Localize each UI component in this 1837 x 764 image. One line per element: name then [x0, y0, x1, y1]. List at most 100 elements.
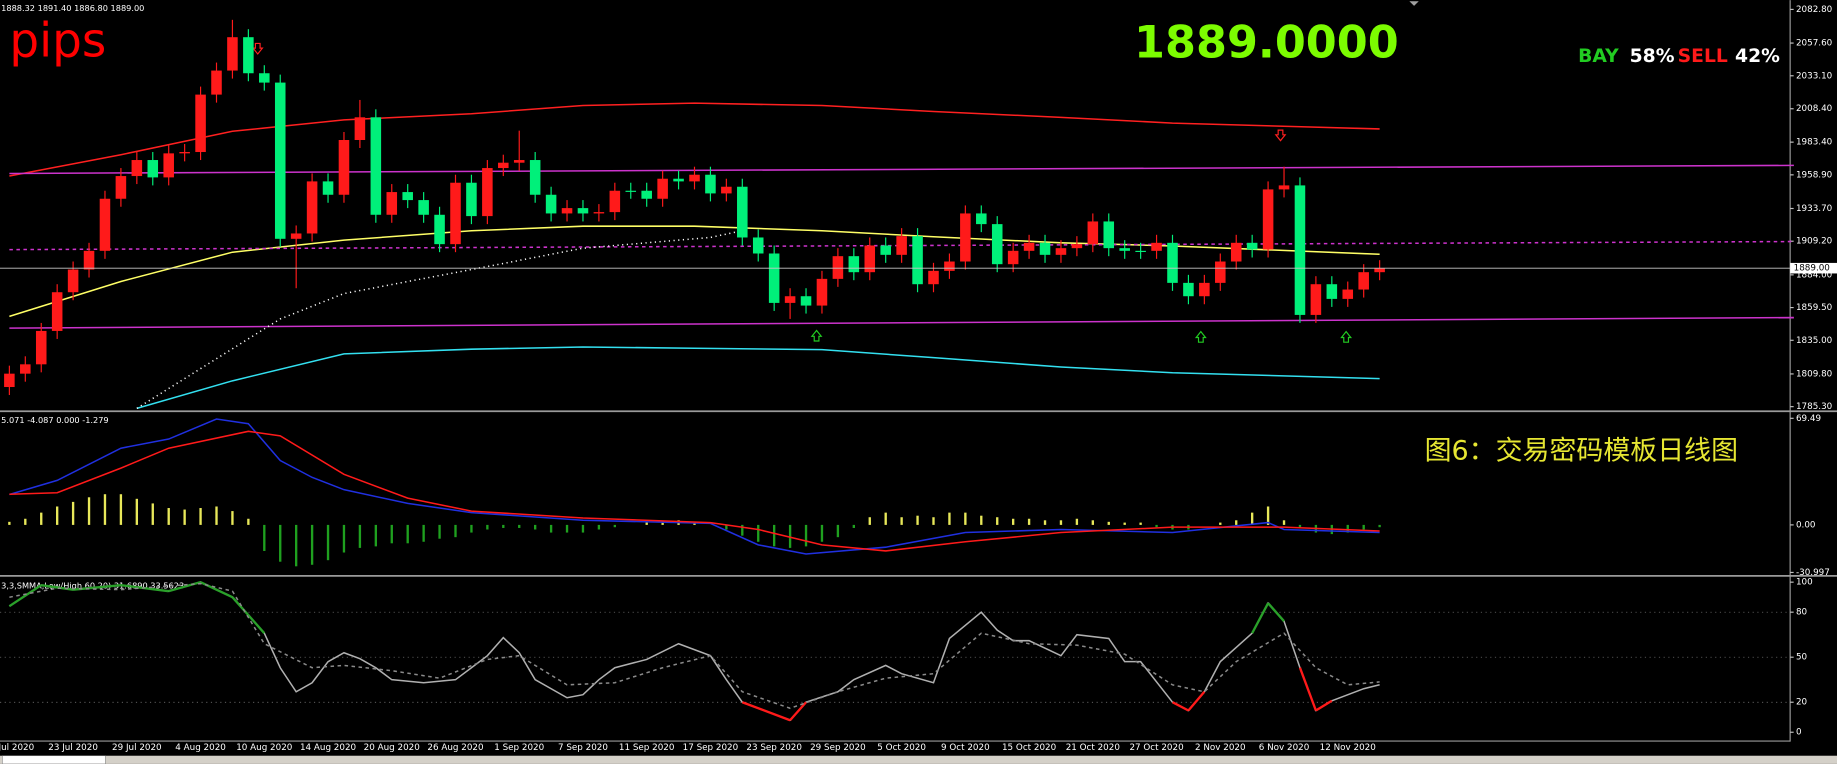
y-tick-label: 1785.30	[1796, 402, 1832, 412]
histogram-bar	[1123, 522, 1126, 525]
x-tick-label: 9 Oct 2020	[941, 743, 990, 753]
x-tick-label: 12 Nov 2020	[1320, 743, 1376, 753]
candle-body	[402, 192, 413, 201]
x-tick-label: 27 Oct 2020	[1129, 743, 1183, 753]
histogram-bar	[502, 524, 505, 528]
candle-body	[131, 160, 143, 177]
candle-body	[1103, 221, 1115, 249]
indicator-line	[9, 225, 1380, 318]
indicator-line	[8, 581, 1380, 722]
y-tick-label: 2033.10	[1796, 71, 1832, 81]
histogram-bar	[294, 524, 298, 567]
histogram-bar	[1282, 520, 1286, 525]
histogram-bar	[916, 515, 919, 525]
candle-body	[51, 292, 63, 331]
y-tick-label: 0.00	[1796, 520, 1816, 530]
buy-arrow	[1194, 330, 1207, 343]
x-tick-label: 17 Sep 2020	[683, 743, 739, 753]
histogram-bar	[1266, 506, 1270, 525]
candle-body	[1071, 244, 1083, 249]
shift-marker	[1409, 1, 1419, 6]
indicator-line	[9, 418, 1380, 555]
candle-body	[960, 213, 971, 262]
histogram-bar	[565, 524, 569, 533]
candle-body	[338, 140, 350, 195]
buy-arrow	[810, 329, 823, 342]
histogram-bar	[1378, 524, 1381, 528]
y-tick-label: 80	[1796, 608, 1807, 618]
candle-body	[657, 178, 668, 199]
candle-body	[625, 190, 637, 192]
x-tick-label: 20 Aug 2020	[364, 743, 420, 753]
candle-body	[864, 245, 876, 273]
candle-body	[354, 117, 366, 141]
candle-body	[689, 174, 700, 182]
buy-arrow	[1340, 330, 1353, 343]
candle-body	[641, 190, 652, 199]
histogram-bar	[151, 503, 154, 525]
candle-body	[737, 186, 748, 238]
candle-body	[1183, 282, 1194, 297]
histogram-bar	[1139, 522, 1142, 525]
candle-body	[1007, 250, 1019, 265]
candle-body	[529, 160, 541, 195]
candle-body	[1023, 242, 1035, 251]
chart-tab[interactable]	[2, 755, 106, 764]
histogram-bar	[71, 501, 75, 525]
candle-body	[322, 181, 334, 195]
y-tick-label: 2008.40	[1796, 104, 1832, 114]
histogram-bar	[326, 524, 330, 561]
x-tick-label: 1 Sep 2020	[494, 743, 544, 753]
brand-label: pips	[9, 14, 106, 68]
x-tick-label: 14 Aug 2020	[300, 743, 356, 753]
candle-body	[896, 236, 907, 255]
y-tick-label: -30.997	[1796, 568, 1830, 578]
candle-body	[99, 198, 111, 251]
histogram-bar	[613, 524, 617, 528]
histogram-bar	[772, 524, 776, 547]
histogram-bar	[486, 524, 489, 530]
current-price: 1889.0000	[1134, 17, 1399, 68]
y-tick-label: 1909.20	[1796, 237, 1832, 247]
x-tick-label: 29 Sep 2020	[810, 743, 866, 753]
buy-label: BAY	[1578, 46, 1619, 67]
candle-body	[1310, 284, 1322, 315]
caption: 图6：交易密码模板日线图	[1425, 435, 1738, 466]
candle-body	[1119, 248, 1130, 251]
x-tick-label: 11 Sep 2020	[619, 743, 675, 753]
candle-body	[928, 270, 939, 285]
histogram-bar	[310, 524, 314, 565]
histogram-bar	[1043, 520, 1047, 525]
candle-body	[195, 94, 206, 153]
x-tick-label: 21 Oct 2020	[1066, 743, 1120, 753]
signal-arrows	[251, 42, 1353, 343]
candle-body	[1278, 185, 1290, 190]
indicator-info: 1888.32 1891.40 1886.80 1889.00	[1, 3, 144, 13]
candle-body	[1151, 242, 1162, 251]
candle-body	[673, 178, 684, 182]
zone-segment	[789, 701, 807, 722]
zone-segment	[1315, 699, 1333, 712]
zone-segment	[1267, 602, 1285, 622]
histogram-bar	[884, 512, 887, 525]
sell-percent: 42%	[1735, 46, 1780, 67]
histogram-bar	[231, 511, 234, 525]
candle-body	[816, 278, 828, 306]
candle-body	[832, 256, 844, 279]
candle-body	[1199, 282, 1210, 297]
candle-body	[1342, 289, 1354, 299]
candle-body	[482, 168, 493, 217]
zone-segment	[1187, 690, 1206, 712]
candle-body	[163, 153, 174, 178]
candle-body	[259, 73, 270, 83]
candle-body	[115, 176, 127, 199]
zone-segment	[1171, 701, 1189, 712]
y-tick-label: 1958.90	[1796, 170, 1832, 180]
histogram-bar	[725, 524, 728, 530]
histogram-bar	[1011, 518, 1015, 525]
indicator-info: 5.071 -4.087 0.000 -1.279	[1, 415, 108, 425]
histogram-bar	[470, 524, 473, 533]
histogram-bar	[948, 512, 951, 525]
